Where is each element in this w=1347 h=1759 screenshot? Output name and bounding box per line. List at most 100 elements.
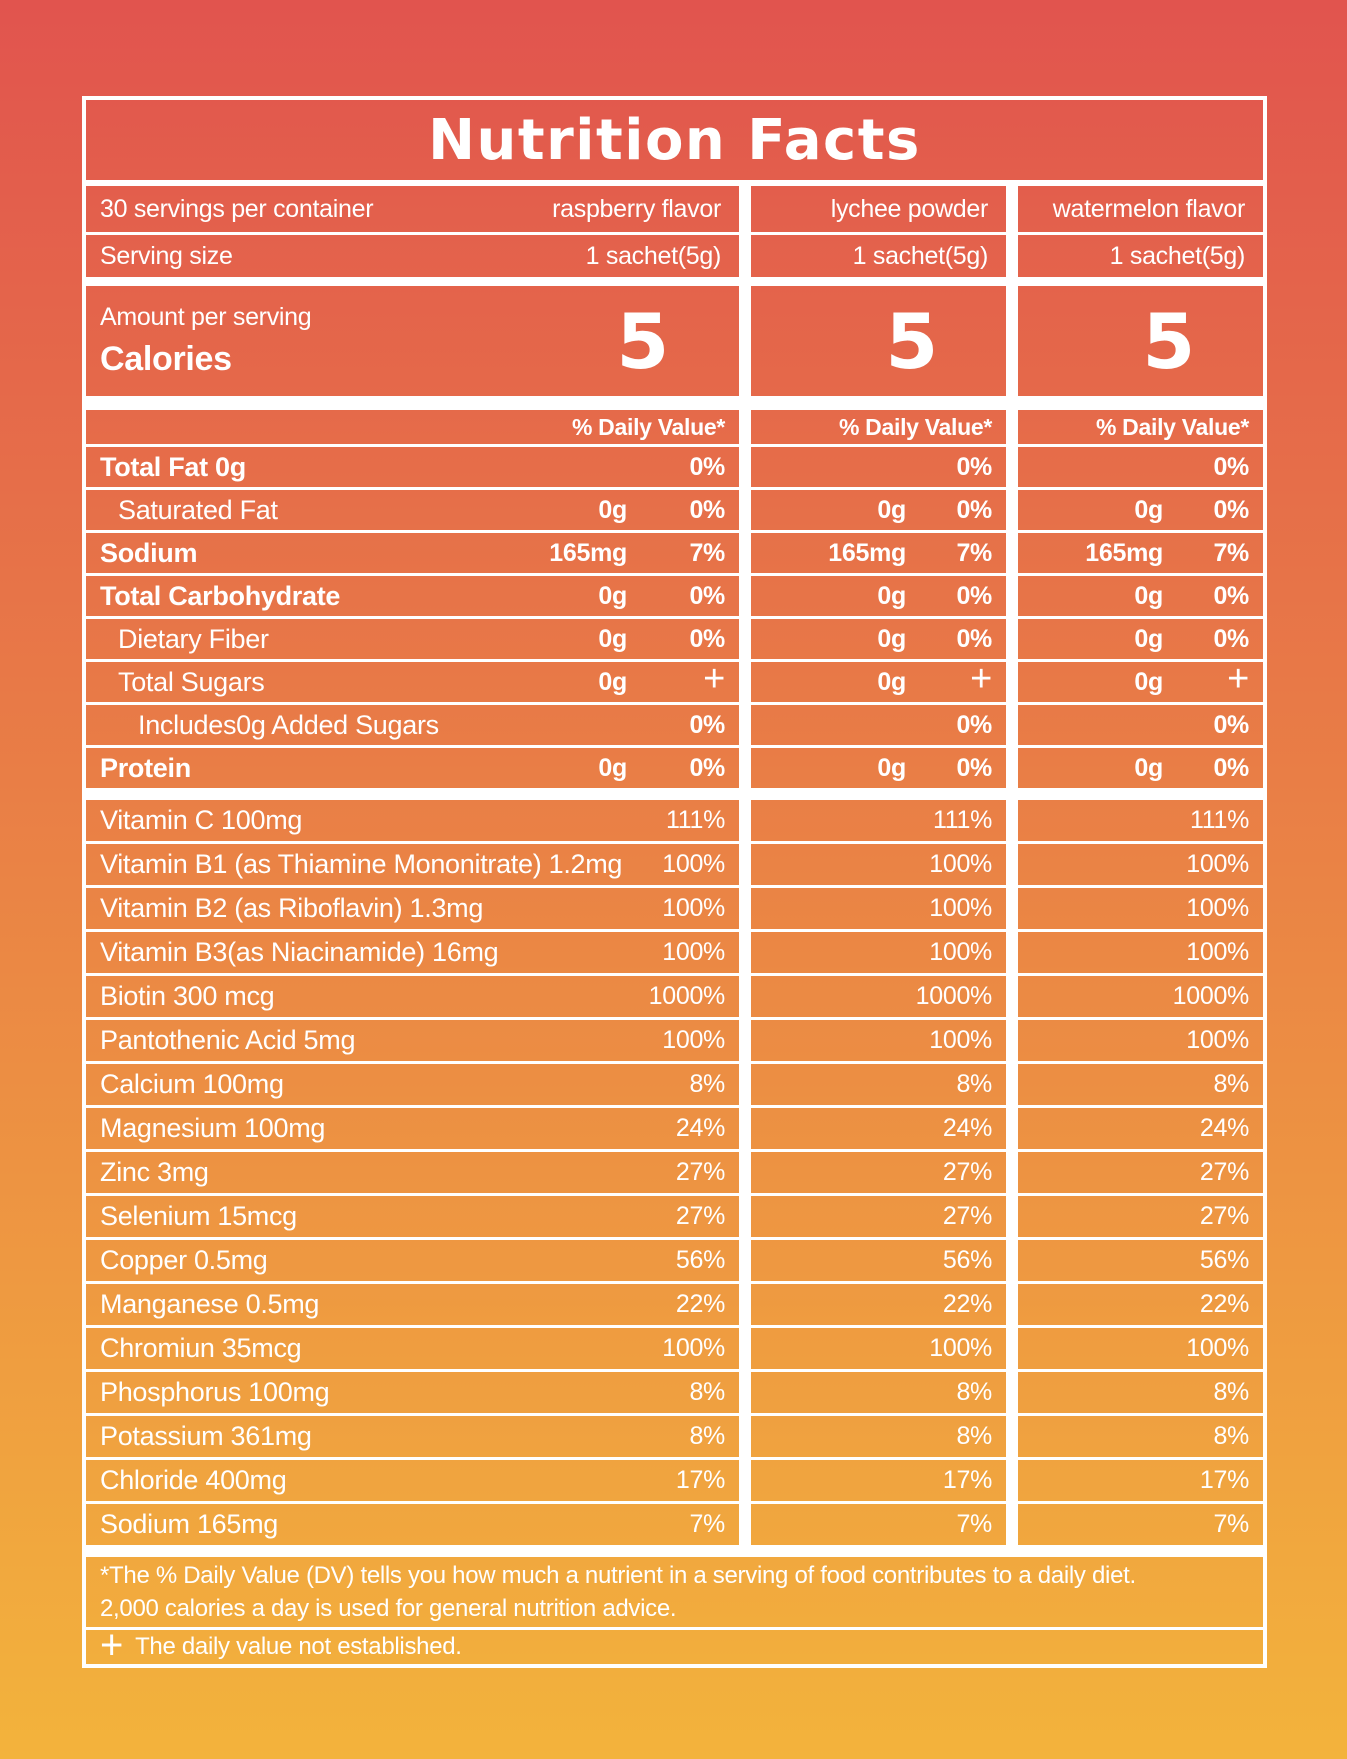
nutrient-row: Total Fat 0g 0% 0% 0% — [86, 447, 1263, 487]
nutrient-percent: 0% — [1213, 710, 1249, 739]
micronutrient-percent: 8% — [956, 1378, 992, 1406]
micronutrient-flavor-cell: 27% — [751, 1196, 1006, 1237]
micronutrient-flavor-cell: 100% — [1018, 844, 1263, 885]
calories-label: Calories — [100, 340, 232, 378]
micronutrient-percent: 27% — [675, 1202, 725, 1230]
calories-value-1: 5 — [616, 296, 669, 386]
micronutrient-main-cell: Chromiun 35mcg 100% — [86, 1328, 739, 1369]
micronutrient-flavor-cell: 17% — [751, 1460, 1006, 1501]
nutrient-amount: 0g — [1134, 624, 1163, 653]
nutrition-facts-label: Nutrition Facts 30 servings per containe… — [82, 96, 1267, 1668]
calories-labels: Amount per serving Calories — [100, 303, 312, 379]
micronutrient-flavor-cell: 100% — [1018, 888, 1263, 929]
nutrient-label: Protein — [100, 752, 191, 783]
nutrient-percent: + — [1227, 662, 1249, 700]
micronutrient-flavor-cell: 8% — [751, 1372, 1006, 1413]
micronutrient-main-cell: Manganese 0.5mg 22% — [86, 1284, 739, 1325]
micronutrient-flavor-cell: 100% — [751, 1328, 1006, 1369]
serving-size-value-1: 1 sachet(5g) — [585, 241, 722, 270]
micronutrient-main-cell: Zinc 3mg 27% — [86, 1152, 739, 1193]
micronutrient-main-cell: Selenium 15mcg 27% — [86, 1196, 739, 1237]
micronutrient-flavor-cell: 56% — [1018, 1240, 1263, 1281]
nutrient-flavor-cell: 0% — [1018, 447, 1263, 487]
micronutrient-label: Biotin 300 mcg — [100, 981, 275, 1011]
micronutrient-percent: 100% — [1186, 938, 1249, 966]
flavor-header-watermelon: watermelon flavor — [1018, 186, 1263, 232]
micronutrient-percent: 8% — [689, 1422, 725, 1450]
micronutrient-main-cell: Vitamin B1 (as Thiamine Mononitrate) 1.2… — [86, 844, 739, 885]
micronutrient-percent: 111% — [665, 806, 725, 834]
micronutrient-main-cell: Potassium 361mg 8% — [86, 1416, 739, 1457]
nutrient-main-cell: Saturated Fat 0g 0% — [86, 490, 739, 530]
micronutrient-row: Biotin 300 mcg 1000% 1000% 1000% — [86, 976, 1263, 1017]
servings-flavor-row: 30 servings per container raspberry flav… — [86, 186, 1263, 232]
nutrient-percent: 0% — [1213, 452, 1249, 481]
micronutrient-percent: 100% — [929, 1026, 992, 1054]
nutrient-main-cell: Protein 0g 0% — [86, 748, 739, 788]
flavor-header-lychee: lychee powder — [751, 186, 1006, 232]
micronutrient-label: Selenium 15mcg — [100, 1201, 297, 1231]
micronutrient-percent: 22% — [675, 1290, 725, 1318]
nutrient-amount: 0g — [1134, 667, 1163, 696]
footnote-cell: *The % Daily Value (DV) tells you how mu… — [86, 1557, 1263, 1627]
micronutrient-label: Zinc 3mg — [100, 1157, 209, 1187]
micronutrient-percent: 56% — [942, 1246, 992, 1274]
nutrient-percent: 0% — [956, 710, 992, 739]
micronutrient-percent: 111% — [1189, 806, 1249, 834]
micronutrient-percent: 27% — [1199, 1158, 1249, 1186]
micronutrient-flavor-cell: 1000% — [1018, 976, 1263, 1017]
nutrient-percent: 7% — [689, 538, 725, 567]
nutrient-flavor-cell: 0g 0% — [751, 748, 1006, 788]
micronutrient-label: Sodium 165mg — [100, 1509, 279, 1539]
micronutrient-percent: 111% — [932, 806, 992, 834]
nutrient-amount: 165mg — [828, 538, 906, 567]
micronutrient-percent: 100% — [662, 850, 725, 878]
nutrient-percent: 0% — [1213, 581, 1249, 610]
micronutrient-flavor-cell: 111% — [751, 800, 1006, 841]
nutrient-percent: 0% — [689, 581, 725, 610]
serving-size-row: Serving size 1 sachet(5g) 1 sachet(5g) 1… — [86, 235, 1263, 277]
nutrient-label: Total Sugars — [118, 666, 265, 697]
calories-row: Amount per serving Calories 5 5 5 — [86, 286, 1263, 396]
micronutrient-percent: 1000% — [648, 982, 726, 1010]
micronutrient-flavor-cell: 8% — [1018, 1416, 1263, 1457]
micronutrient-flavor-cell: 27% — [1018, 1152, 1263, 1193]
micronutrient-label: Calcium 100mg — [100, 1069, 284, 1099]
micronutrient-percent: 100% — [929, 850, 992, 878]
daily-value-header-row: % Daily Value* % Daily Value* % Daily Va… — [86, 410, 1263, 444]
micronutrient-row: Copper 0.5mg 56% 56% 56% — [86, 1240, 1263, 1281]
footnote-row: *The % Daily Value (DV) tells you how mu… — [86, 1557, 1263, 1627]
nutrient-flavor-cell: 0g 0% — [1018, 490, 1263, 530]
micronutrient-percent: 100% — [662, 1334, 725, 1362]
micronutrient-row: Manganese 0.5mg 22% 22% 22% — [86, 1284, 1263, 1325]
micronutrient-label: Chloride 400mg — [100, 1465, 287, 1495]
nutrient-percent: 0% — [689, 452, 725, 481]
micronutrient-row: Chromiun 35mcg 100% 100% 100% — [86, 1328, 1263, 1369]
micronutrient-flavor-cell: 8% — [751, 1064, 1006, 1105]
nutrient-percent: + — [703, 662, 725, 700]
micronutrient-percent: 100% — [929, 1334, 992, 1362]
nutrient-flavor-cell: 0g 0% — [751, 576, 1006, 616]
micronutrient-flavor-cell: 111% — [1018, 800, 1263, 841]
micronutrient-percent: 27% — [942, 1158, 992, 1186]
micronutrient-flavor-cell: 8% — [1018, 1372, 1263, 1413]
nutrient-flavor-cell: 0g + — [751, 662, 1006, 702]
micronutrient-label: Chromiun 35mcg — [100, 1333, 302, 1363]
micronutrient-percent: 7% — [956, 1510, 992, 1538]
nutrient-label: Dietary Fiber — [118, 623, 269, 654]
serving-size-value-2: 1 sachet(5g) — [751, 235, 1006, 277]
nutrient-amount: 0g — [1134, 495, 1163, 524]
nutrient-amount: 165mg — [1085, 538, 1163, 567]
micronutrient-flavor-cell: 22% — [1018, 1284, 1263, 1325]
micronutrient-row: Phosphorus 100mg 8% 8% 8% — [86, 1372, 1263, 1413]
micronutrient-flavor-cell: 100% — [1018, 932, 1263, 973]
macronutrient-rows: Total Fat 0g 0% 0% 0% Saturated Fat 0g 0… — [86, 447, 1263, 788]
daily-value-header-2: % Daily Value* — [751, 410, 1006, 444]
nutrient-percent: 0% — [1213, 753, 1249, 782]
daily-value-header-1: % Daily Value* — [86, 410, 739, 444]
footnote-line-1: *The % Daily Value (DV) tells you how mu… — [100, 1562, 1136, 1589]
servings-per-container: 30 servings per container — [100, 194, 374, 223]
serving-size-value-3: 1 sachet(5g) — [1018, 235, 1263, 277]
nutrient-percent: 0% — [689, 495, 725, 524]
